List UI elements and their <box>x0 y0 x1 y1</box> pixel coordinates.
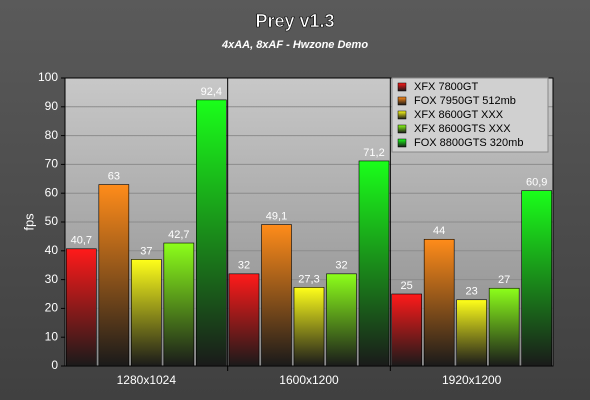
y-tick-label: 50 <box>45 214 59 228</box>
legend-label: XFX 8600GTS XXX <box>414 123 511 135</box>
legend-swatch <box>397 138 407 148</box>
legend-box <box>391 77 549 153</box>
value-label: 27 <box>498 274 510 286</box>
legend-label: XFX 7800GT <box>414 81 478 93</box>
y-tick-label: 40 <box>45 243 59 257</box>
value-label: 71,2 <box>363 147 384 159</box>
bar <box>456 299 487 367</box>
y-tick-label: 90 <box>45 99 59 113</box>
bar <box>293 287 325 367</box>
y-tick-label: 0 <box>51 358 58 372</box>
x-tick-label: 1280x1024 <box>117 373 177 387</box>
y-tick-label: 30 <box>45 272 59 286</box>
legend-swatch <box>397 110 407 120</box>
bar <box>423 238 455 367</box>
y-axis-label: fps <box>21 213 36 231</box>
value-label: 32 <box>335 260 347 272</box>
bar <box>66 248 97 367</box>
legend-swatch <box>397 96 407 106</box>
bar <box>488 287 520 367</box>
chart-subtitle: 4xAA, 8xAF - Hwzone Demo <box>221 39 368 51</box>
y-tick-label: 100 <box>38 70 58 84</box>
y-tick-label: 60 <box>45 185 59 199</box>
x-tick-label: 1600x1200 <box>279 373 339 387</box>
bar <box>358 160 390 367</box>
bar <box>326 273 357 367</box>
value-label: 92,4 <box>201 86 222 98</box>
value-label: 27,3 <box>298 273 319 285</box>
bar <box>131 259 162 367</box>
value-label: 63 <box>108 170 120 182</box>
x-tick-label: 1920x1200 <box>442 373 502 387</box>
y-tick-label: 70 <box>45 157 59 171</box>
value-label: 25 <box>401 280 413 292</box>
legend-label: FOX 7950GT 512mb <box>414 95 516 107</box>
value-label: 37 <box>140 245 152 257</box>
bar <box>261 224 292 367</box>
bar <box>163 242 195 367</box>
chart-title: Prey v1.3 <box>255 11 334 31</box>
y-tick-label: 80 <box>45 128 59 142</box>
legend-swatch <box>397 82 407 92</box>
value-label: 32 <box>238 260 250 272</box>
y-tick-label: 10 <box>45 329 59 343</box>
bar <box>228 273 260 367</box>
legend-swatch <box>397 124 407 134</box>
legend-label: FOX 8800GTS 320mb <box>414 137 523 149</box>
bar <box>391 293 422 367</box>
value-label: 42,7 <box>168 229 189 241</box>
value-label: 49,1 <box>266 210 287 222</box>
legend-label: XFX 8600GT XXX <box>414 109 504 121</box>
bar <box>196 99 227 367</box>
value-label: 60,9 <box>526 177 547 189</box>
bar <box>98 184 130 367</box>
value-label: 44 <box>433 225 445 237</box>
bar <box>521 190 552 367</box>
y-tick-label: 20 <box>45 301 59 315</box>
value-label: 40,7 <box>71 235 92 247</box>
value-label: 23 <box>466 286 478 298</box>
